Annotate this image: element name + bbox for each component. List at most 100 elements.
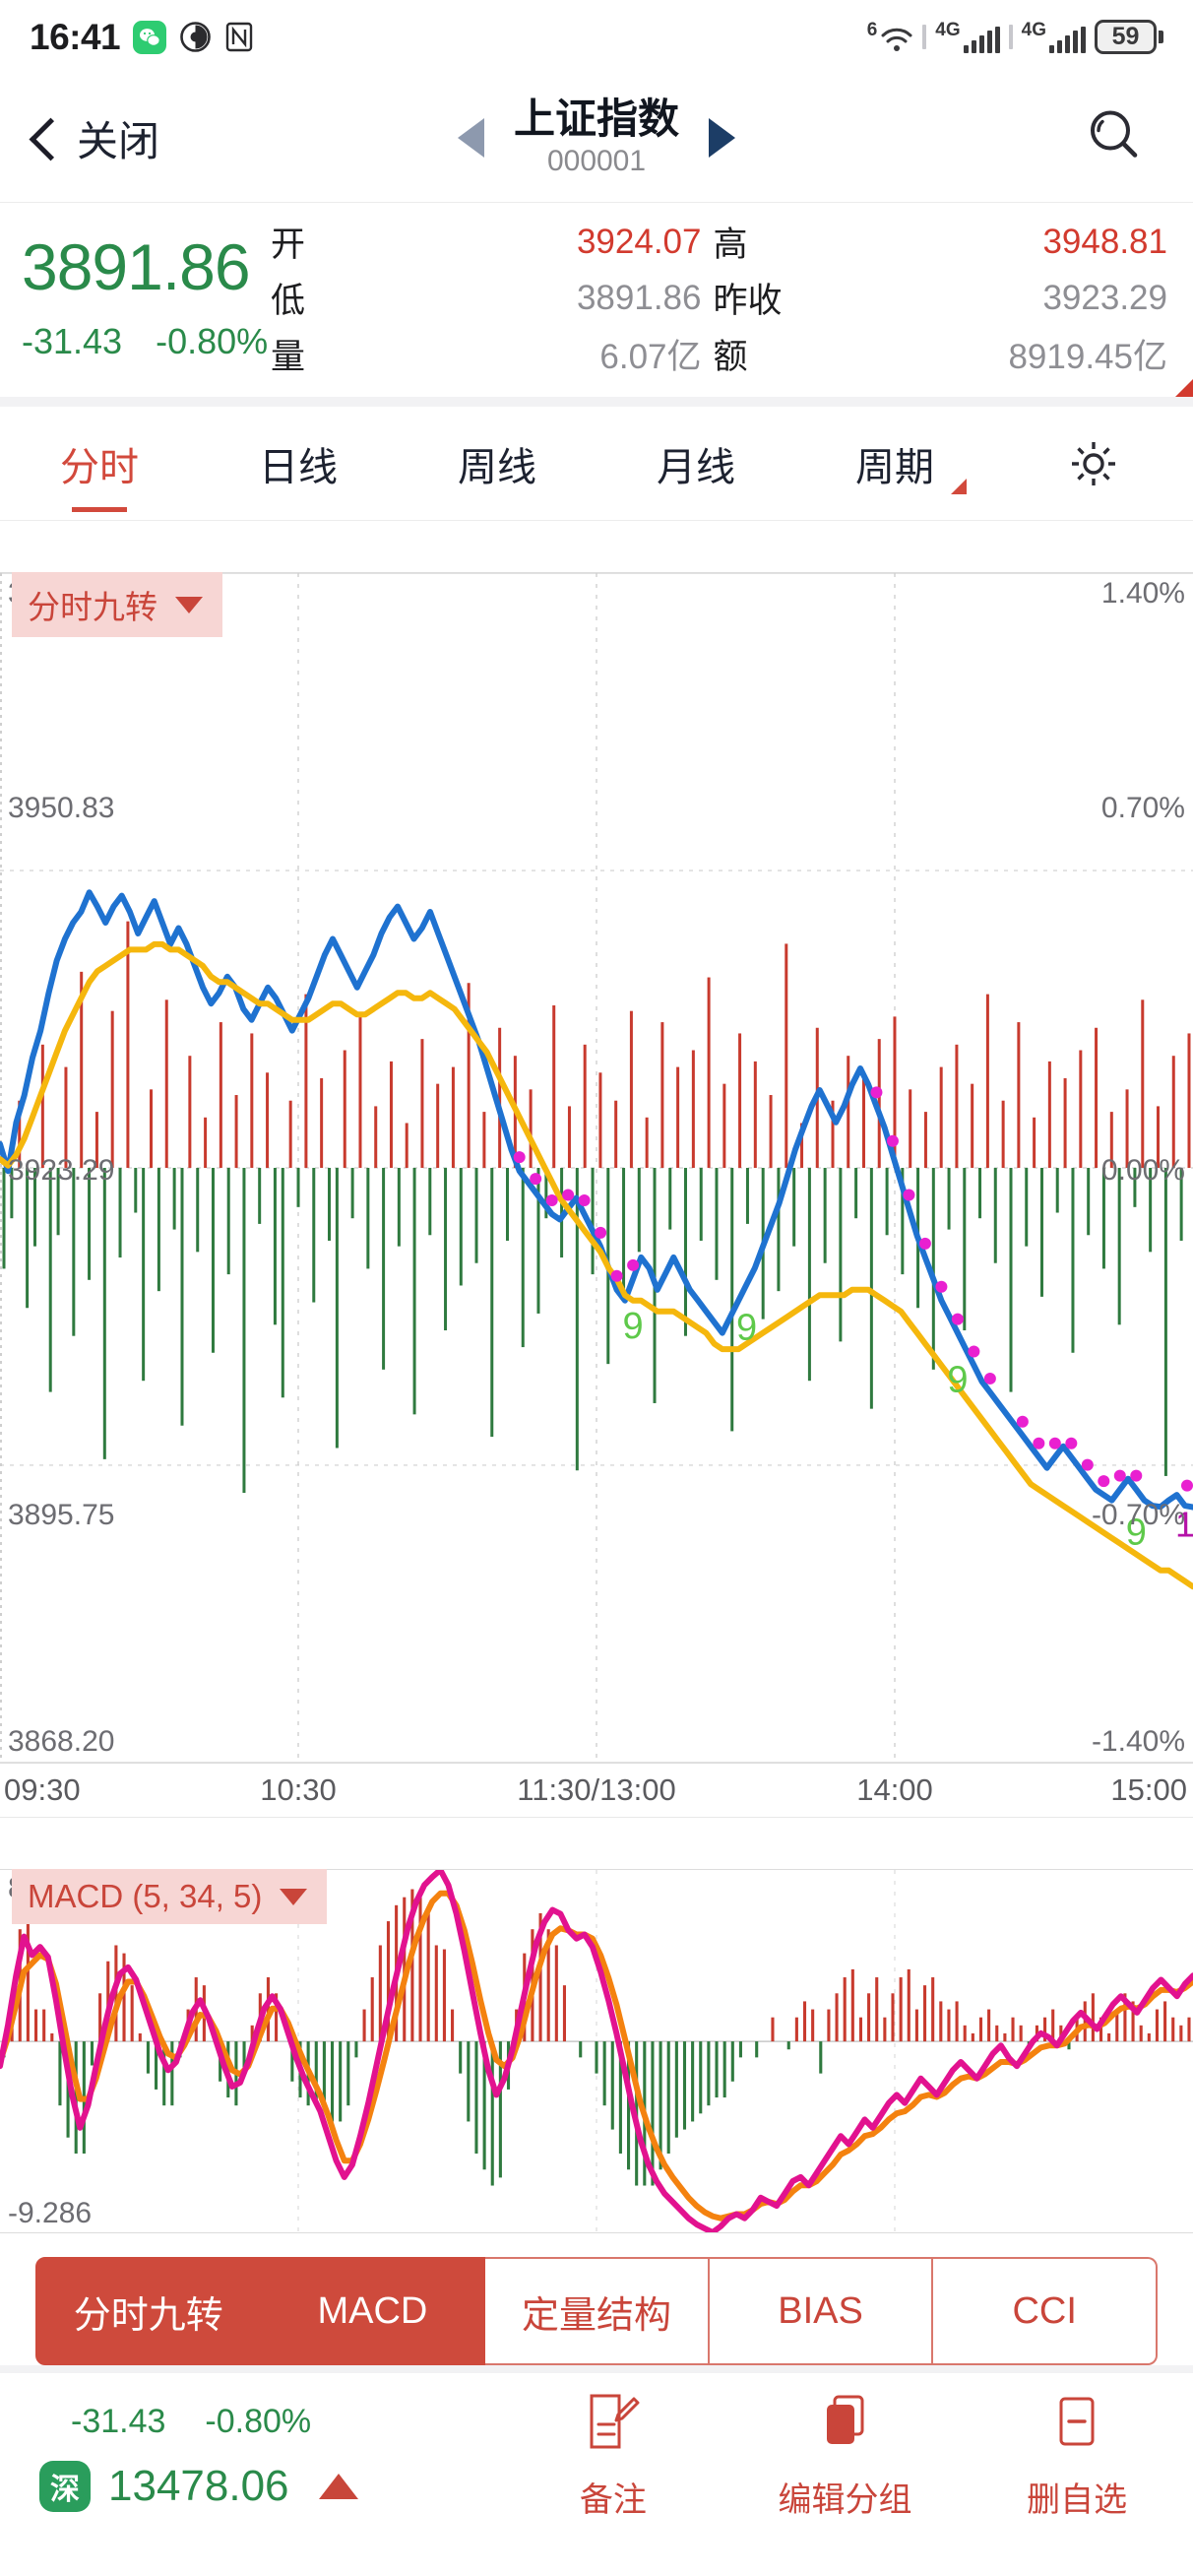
indicator-badge-nineturn[interactable]: 分时九转 [12,572,222,637]
indicator-option-macd-label: MACD [317,2289,428,2332]
price-axis-mid: 3923.29 [8,1154,115,1187]
expand-corner-icon[interactable] [1175,379,1193,397]
secondary-index-row[interactable]: 深 13478.06 [39,2460,497,2512]
stat-value-open: 3924.07 [576,222,702,261]
caret-down-icon [175,596,203,613]
tab-weekly-label: 周线 [458,445,536,489]
period-tabs: 分时 日线 周线 月线 周期 [0,407,1193,520]
indicator-option-quant[interactable]: 定量结构 [485,2257,710,2365]
status-time: 16:41 [30,16,121,57]
time-tick-1400: 14:00 [856,1772,933,1807]
tab-daily[interactable]: 日线 [199,407,398,520]
time-axis: 09:30 10:30 11:30/13:00 14:00 15:00 [0,1764,1193,1818]
symbol-code: 000001 [546,145,647,178]
close-button[interactable]: 关闭 [33,108,159,168]
indicator-option-cci[interactable]: CCI [933,2257,1158,2365]
bottom-change-row: -31.43 -0.80% [39,2403,497,2441]
battery-indicator: 59 [1095,20,1163,54]
note-edit-icon [587,2393,640,2459]
indicator-option-quant-label: 定量结构 [521,2294,671,2337]
signal-indicator-2: 4G [1022,21,1086,53]
group-edit-icon [819,2393,872,2459]
nfc-icon [224,21,254,53]
remove-watchlist-button-label: 删自选 [1027,2481,1128,2519]
wifi-gen-label: 6 [866,20,878,40]
time-tick-1500: 15:00 [1110,1772,1187,1807]
pct-axis-max: 1.40% [1100,577,1185,610]
price-axis-q3: 3950.83 [8,792,115,824]
wifi-icon [881,28,912,51]
note-button[interactable]: 备注 [497,2393,729,2521]
macd-chart-section: MACD (5, 34, 5) 8.338 -9.286 [0,1869,1193,2233]
wifi-indicator: 6 [867,21,914,53]
battery-level: 59 [1095,20,1157,54]
indicator-badge-macd[interactable]: MACD (5, 34, 5) [12,1869,328,1924]
svg-text:9: 9 [1126,1513,1147,1554]
signal-bars-2 [1049,27,1086,53]
stat-label-high: 高 [713,225,748,264]
bottom-actions: 备注 编辑分组 删自选 [497,2393,1193,2521]
triangle-left-icon[interactable] [457,118,484,158]
indicator-option-macd[interactable]: MACD [261,2257,486,2365]
bottom-change-percent: -0.80% [205,2402,312,2440]
signal-1-label: 4G [935,20,961,40]
status-bar-right: 6 4G 4G 59 [867,20,1163,54]
symbol-titles: 上证指数 000001 [514,97,679,178]
change-absolute: -31.43 [22,320,123,361]
caret-down-icon [280,1888,308,1905]
eye-icon [179,21,212,53]
macd-chart-canvas[interactable]: 8.338 -9.286 [0,1869,1193,2233]
signal-divider-2 [1008,25,1013,49]
signal-indicator-1: 4G [935,20,1000,53]
intraday-chart-section: 分时九转 99991 3978.38 3950.83 3923.29 3895.… [0,572,1193,1818]
stat-label-volume: 量 [271,338,306,376]
tab-intraday-label: 分时 [60,445,139,489]
chart-settings-button[interactable] [994,407,1193,520]
period-marker-icon [951,479,967,494]
svg-text:9: 9 [736,1307,757,1348]
change-percent: -0.80% [156,320,269,361]
battery-tip [1159,31,1163,43]
wechat-icon [133,20,167,54]
tab-period-label: 周期 [855,445,934,489]
stat-value-low: 3891.86 [576,278,702,317]
stat-label-prevclose: 昨收 [713,282,783,320]
indicator-selector: 分时九转 MACD 定量结构 BIAS CCI [0,2257,1193,2365]
pct-axis-mid: 0.00% [1100,1154,1185,1187]
tab-daily-label: 日线 [259,445,338,489]
signal-bars-1 [963,27,1000,53]
chevron-left-icon [33,118,55,158]
svg-text:1: 1 [1175,1505,1193,1545]
indicator-option-bias-label: BIAS [778,2289,863,2332]
price-axis-q1: 3895.75 [8,1499,115,1531]
indicator-option-bias[interactable]: BIAS [709,2257,934,2365]
quote-primary: 3891.86 -31.43 -0.80% [0,217,271,379]
last-price: 3891.86 [22,229,251,303]
edit-group-button[interactable]: 编辑分组 [729,2393,962,2521]
macd-axis-min: -9.286 [8,2197,93,2229]
stat-value-turnover: 8919.45亿 [1008,338,1167,376]
price-axis-min: 3868.20 [8,1725,115,1758]
indicator-option-nineturn-label: 分时九转 [73,2294,223,2337]
tab-intraday[interactable]: 分时 [0,407,199,520]
search-icon[interactable] [1085,105,1146,171]
symbol-switcher: 上证指数 000001 [457,97,736,178]
price-change-row: -31.43 -0.80% [22,321,271,362]
triangle-right-icon[interactable] [709,118,736,158]
tab-weekly[interactable]: 周线 [398,407,596,520]
tab-monthly-label: 月线 [657,445,735,489]
remove-watchlist-button[interactable]: 删自选 [961,2393,1193,2521]
tab-monthly[interactable]: 月线 [596,407,795,520]
status-bar: 16:41 6 4G 4G 59 [0,0,1193,74]
stat-label-low: 低 [271,282,306,320]
nav-header: 关闭 上证指数 000001 [0,74,1193,202]
indicator-option-nineturn[interactable]: 分时九转 [35,2257,262,2365]
tab-period[interactable]: 周期 [795,407,994,520]
signal-divider-1 [922,25,927,49]
note-button-label: 备注 [579,2481,647,2519]
stat-value-volume: 6.07亿 [599,338,702,376]
remove-watchlist-icon [1050,2393,1103,2459]
bottom-bar: -31.43 -0.80% 深 13478.06 备注 编辑分组 删自选 [0,2365,1193,2541]
intraday-chart-canvas[interactable]: 99991 3978.38 3950.83 3923.29 3895.75 38… [0,572,1193,1764]
indicator-badge-nineturn-label: 分时九转 [28,589,157,625]
